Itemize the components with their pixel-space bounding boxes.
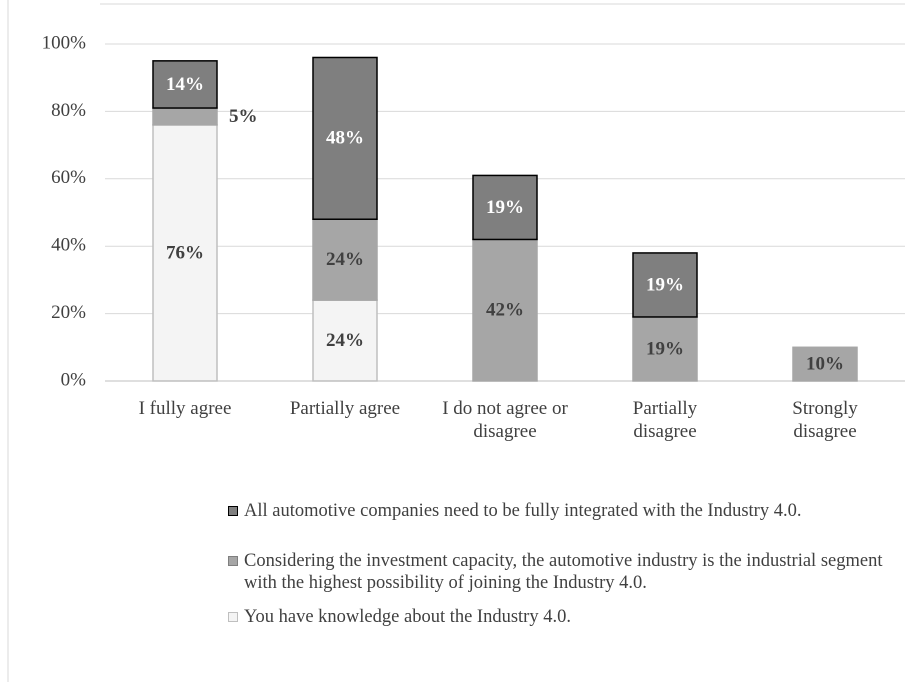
data-label: 24% (326, 330, 364, 351)
y-tick-label: 100% (42, 32, 87, 53)
data-label: 19% (486, 197, 524, 218)
data-label: 24% (326, 249, 364, 270)
legend-entry: You have knowledge about the Industry 4.… (228, 606, 884, 628)
legend-entry: All automotive companies need to be full… (228, 500, 884, 522)
bar-segment (792, 346, 858, 382)
data-label: 5% (229, 106, 258, 127)
legend-swatch (228, 506, 238, 516)
y-tick-label: 80% (51, 100, 86, 121)
legend-label: All automotive companies need to be full… (244, 501, 802, 521)
x-tick-label: I fully agree (138, 398, 232, 419)
bar-segment (312, 56, 378, 220)
bar-segment (632, 252, 698, 318)
data-label: 10% (806, 354, 844, 375)
legend-swatch (228, 612, 238, 622)
legend-swatch (228, 556, 238, 566)
legend-label: Considering the investment capacity, the… (244, 551, 883, 593)
legend-entry: Considering the investment capacity, the… (228, 550, 884, 594)
x-tick-label: Partially agree (289, 398, 401, 419)
bar-segment (152, 60, 218, 109)
x-tick-label: Strongly disagree (792, 398, 858, 442)
data-label: 19% (646, 274, 684, 295)
data-label: 19% (646, 338, 684, 359)
bar-segment (152, 107, 218, 126)
legend-label: You have knowledge about the Industry 4.… (244, 607, 571, 627)
x-tick-label: Partially disagree (632, 398, 698, 442)
bar-segment (472, 238, 538, 382)
x-tick-label: I do not agree or disagree (442, 398, 568, 442)
y-tick-label: 60% (51, 167, 86, 188)
y-tick-label: 40% (51, 235, 86, 256)
bar-segment (312, 299, 378, 382)
data-label: 76% (166, 242, 204, 263)
data-label: 14% (166, 74, 204, 95)
data-label: 48% (326, 128, 364, 149)
y-tick-label: 0% (61, 369, 87, 390)
y-tick-label: 20% (51, 302, 86, 323)
bar-segment (472, 174, 538, 241)
bar-segment (632, 316, 698, 382)
data-label: 42% (486, 300, 524, 321)
